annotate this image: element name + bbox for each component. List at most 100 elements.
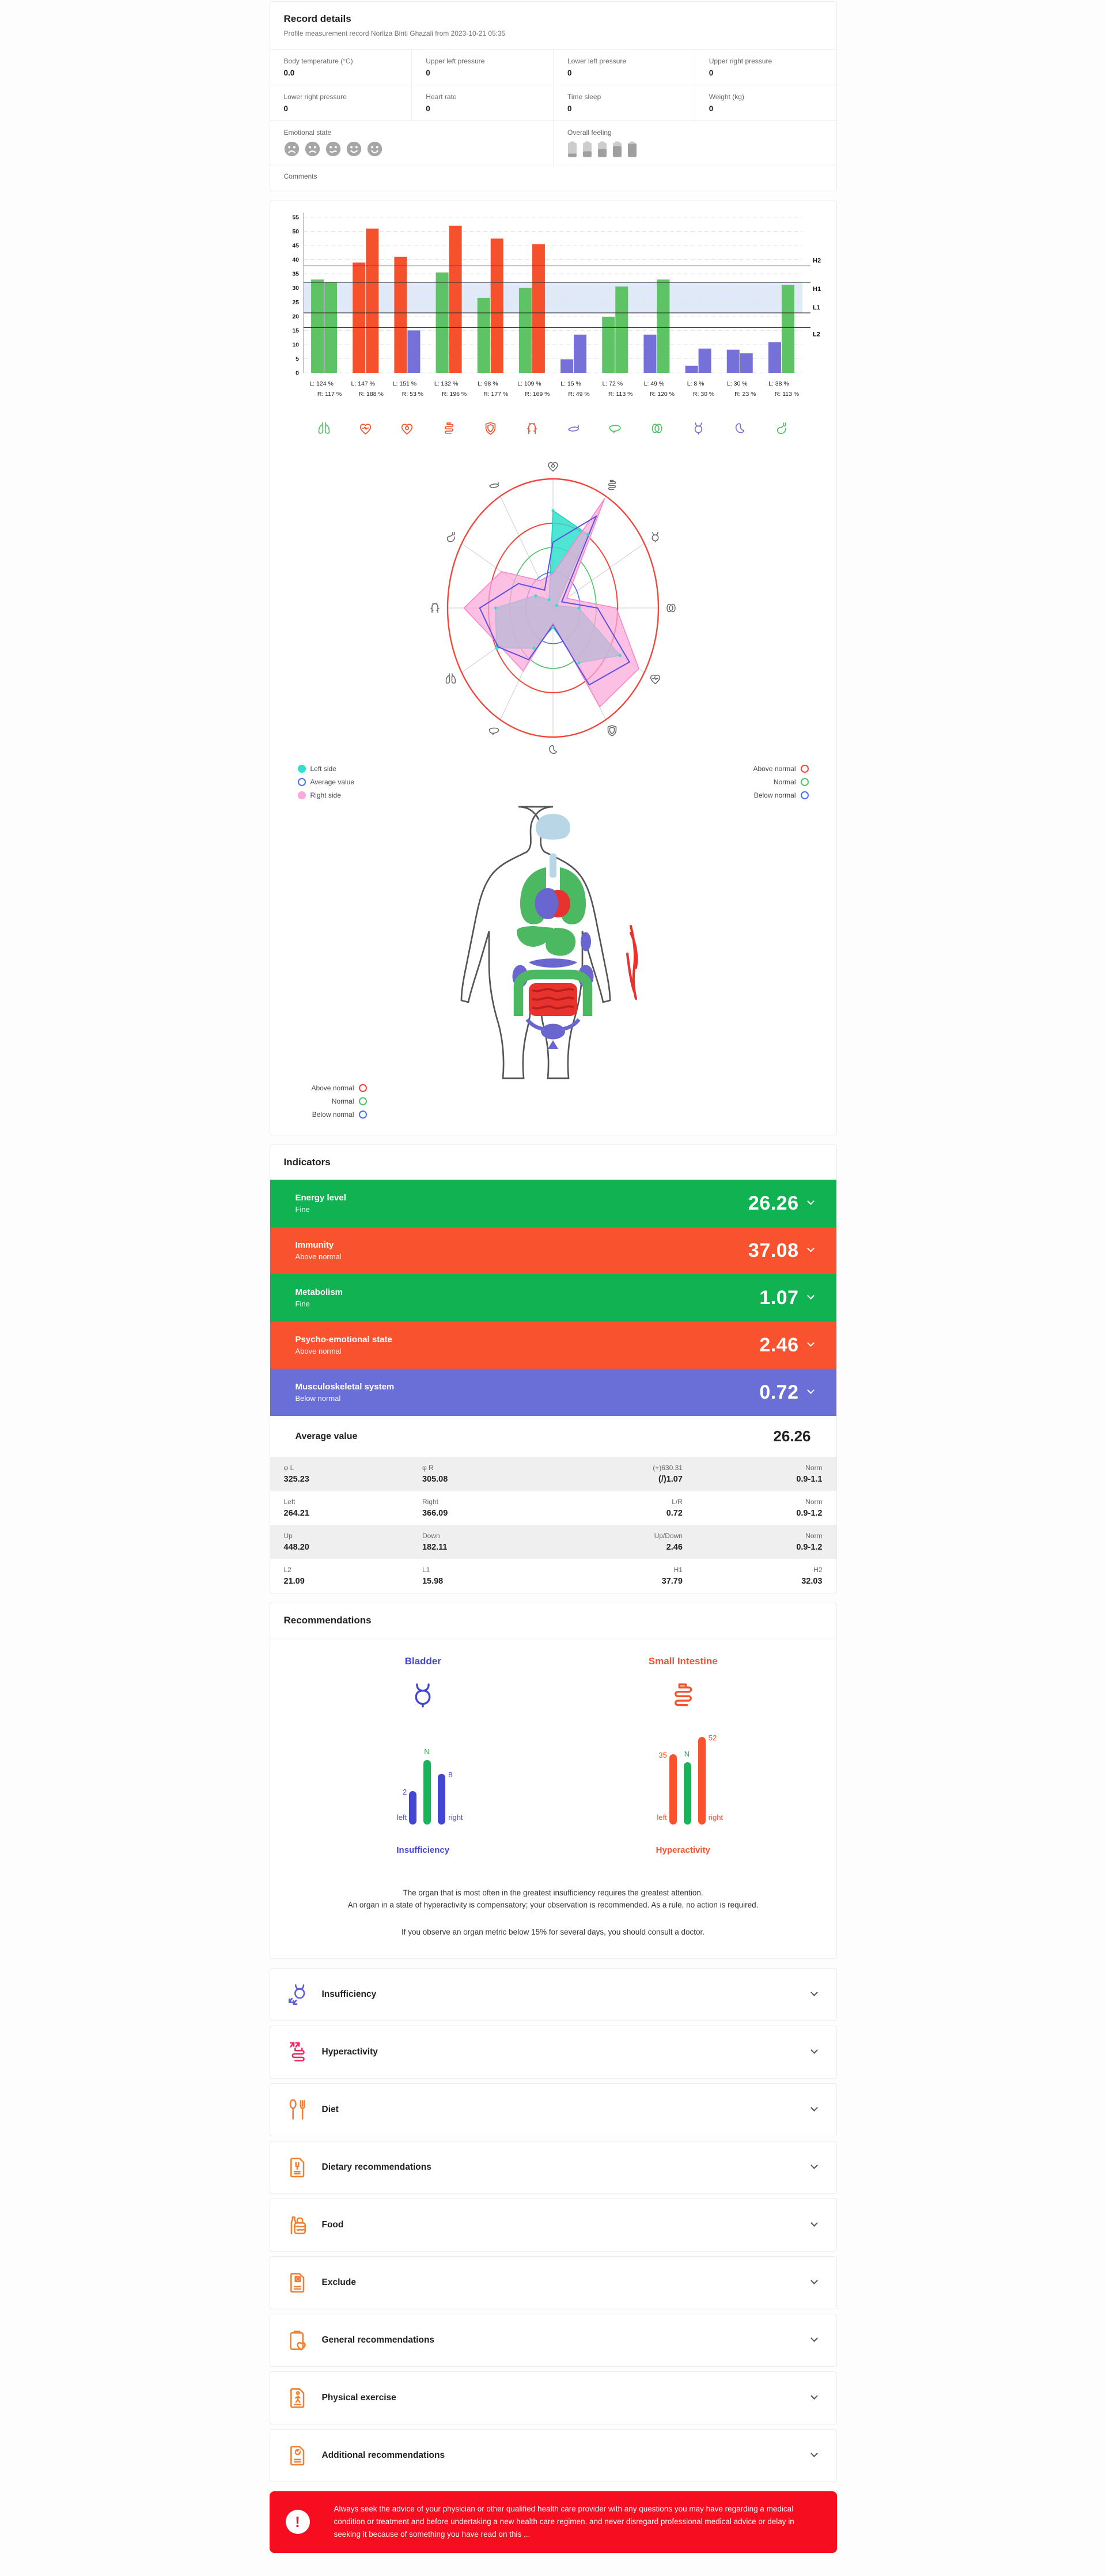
svg-text:35: 35 <box>292 271 299 278</box>
emotional-state-icons <box>284 141 540 157</box>
insufficiency-mini-chart: 2 N 8 left right <box>354 1722 492 1844</box>
battery-40-icon <box>583 141 592 157</box>
svg-text:L: 151 %: L: 151 % <box>392 380 416 387</box>
table-cell-label: L2 <box>283 1566 291 1574</box>
chevron-down-icon[interactable] <box>810 2104 818 2112</box>
accordion-additional-recommendations[interactable]: Additional recommendations <box>269 2428 837 2482</box>
accordion-physical-exercise[interactable]: Physical exercise <box>269 2371 837 2424</box>
table-cell-value: 305.08 <box>422 1475 448 1484</box>
legend-dot <box>800 765 809 773</box>
immunity-shield-icon <box>607 725 617 736</box>
svg-text:R: 188 %: R: 188 % <box>358 391 383 398</box>
chevron-down-icon[interactable] <box>810 2335 818 2343</box>
accordion-diet[interactable]: Diet <box>269 2083 837 2136</box>
chevron-down-icon[interactable] <box>810 2392 818 2400</box>
accordion-food[interactable]: Food <box>269 2198 837 2252</box>
small-intestine-icon <box>608 479 616 490</box>
legend-item: Left side <box>297 765 355 773</box>
indicator-row-musculoskeletal-system[interactable]: Musculoskeletal system Below normal 0.72 <box>270 1369 836 1416</box>
legend-label: Below normal <box>753 791 796 799</box>
table-cell-label: Up/Down <box>654 1532 683 1540</box>
table-cell-value: 21.09 <box>283 1577 305 1586</box>
accordion-label: Hyperactivity <box>321 2046 378 2057</box>
lungs-icon <box>318 422 330 434</box>
insufficiency-organ-block: Bladder 2 N 8 left right Insufficiency <box>331 1656 515 1855</box>
large-intestine-icon <box>527 422 537 435</box>
legend-dot <box>358 1097 367 1105</box>
mini-bar-left-label: left <box>657 1813 667 1822</box>
chevron-down-icon[interactable] <box>806 1197 815 1205</box>
legend-label: Below normal <box>312 1111 354 1119</box>
record-field-label: Upper right pressure <box>709 57 772 65</box>
indicator-row-metabolism[interactable]: Metabolism Fine 1.07 <box>270 1274 836 1321</box>
chevron-down-icon[interactable] <box>806 1291 815 1300</box>
overall-feeling-label: Overall feeling <box>567 129 612 137</box>
record-field-value: 0 <box>283 104 289 113</box>
hyperactivity-organ-block: Small Intestine 35 N 52 left right Hyperacti… <box>591 1656 775 1855</box>
bladder-icon <box>415 1683 431 1708</box>
chevron-down-icon[interactable] <box>810 1989 818 1997</box>
accordion-label: Diet <box>321 2104 339 2114</box>
chevron-down-icon[interactable] <box>806 1339 815 1347</box>
record-field: Heart rate 0 <box>411 85 553 120</box>
svg-text:50: 50 <box>292 228 299 235</box>
face-crying-icon <box>284 141 299 157</box>
indicator-row-psycho-emotional-state[interactable]: Psycho-emotional state Above normal 2.46 <box>270 1321 836 1369</box>
mini-bar-left-value: 35 <box>658 1751 667 1759</box>
spleen-icon <box>549 745 557 754</box>
chevron-down-icon[interactable] <box>810 2450 818 2458</box>
small-intestine-icon <box>444 422 453 434</box>
battery-100-icon <box>628 141 637 157</box>
document-cutlery-icon <box>290 2157 304 2177</box>
chevron-down-icon[interactable] <box>806 1386 815 1394</box>
mini-bar-norm <box>683 1762 691 1825</box>
accordion-insufficiency[interactable]: Insufficiency <box>269 1967 837 2021</box>
stomach-icon <box>446 531 455 542</box>
accordion-general-recommendations[interactable]: General recommendations <box>269 2313 837 2367</box>
svg-text:L: 30 %: L: 30 % <box>726 380 747 387</box>
legend-dot <box>297 778 306 786</box>
chevron-down-icon[interactable] <box>806 1244 815 1252</box>
accordion-label: Exclude <box>321 2277 356 2287</box>
small-intestine-icon <box>668 1680 699 1714</box>
large-intestine-icon <box>430 603 440 613</box>
accordion-label: Additional recommendations <box>321 2450 445 2460</box>
svg-text:L1: L1 <box>813 304 820 311</box>
indicator-row-energy-level[interactable]: Energy level Fine 26.26 <box>270 1180 836 1227</box>
accordion-exclude[interactable]: Exclude <box>269 2256 837 2309</box>
svg-text:L: 72 %: L: 72 % <box>602 380 623 387</box>
table-cell-label: H2 <box>813 1566 823 1574</box>
chevron-down-icon[interactable] <box>810 2046 818 2054</box>
table-cell-value: 448.20 <box>283 1543 309 1552</box>
stomach-icon <box>777 422 786 435</box>
mini-bar-right-label: right <box>708 1813 724 1822</box>
legend-dot <box>358 1111 367 1119</box>
svg-text:R: 120 %: R: 120 % <box>649 391 674 398</box>
chevron-down-icon[interactable] <box>810 2162 818 2170</box>
legend-item: Above normal <box>753 765 809 773</box>
hyperactivity-caption: Hyperactivity <box>656 1845 710 1855</box>
legend-item: Below normal <box>753 791 809 799</box>
legend-dot <box>297 765 306 773</box>
organ-radar-chart <box>430 462 676 754</box>
chevron-down-icon[interactable] <box>810 2219 818 2227</box>
accordion-label: General recommendations <box>321 2335 435 2345</box>
accordion-hyperactivity[interactable]: Hyperactivity <box>269 2025 837 2079</box>
overall-feeling-icons <box>567 141 823 157</box>
legend-dot <box>800 791 809 799</box>
mini-bar-right-value: 8 <box>448 1770 453 1779</box>
record-field-value: 0 <box>426 69 430 77</box>
table-cell-value: 32.03 <box>801 1577 823 1586</box>
medical-disclaimer-text: Always seek the advice of your physician… <box>334 2504 794 2539</box>
bladder-icon <box>652 531 659 543</box>
face-smile-icon <box>346 141 361 157</box>
comments-field[interactable]: Comments <box>270 165 836 191</box>
legend-label: Normal <box>773 778 796 786</box>
chevron-down-icon[interactable] <box>810 2277 818 2285</box>
record-fields-grid: Body temperature (°C) 0.0 Upper left press… <box>270 49 836 120</box>
svg-text:45: 45 <box>292 243 299 250</box>
battery-60-icon <box>598 141 607 157</box>
record-field: Weight (kg) 0 <box>694 85 836 120</box>
indicator-row-immunity[interactable]: Immunity Above normal 37.08 <box>270 1227 836 1274</box>
accordion-dietary-recommendations[interactable]: Dietary recommendations <box>269 2140 837 2194</box>
